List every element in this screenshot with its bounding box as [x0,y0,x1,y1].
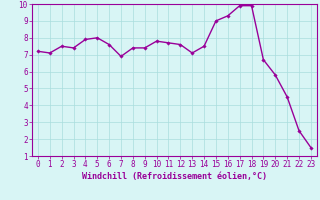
X-axis label: Windchill (Refroidissement éolien,°C): Windchill (Refroidissement éolien,°C) [82,172,267,181]
